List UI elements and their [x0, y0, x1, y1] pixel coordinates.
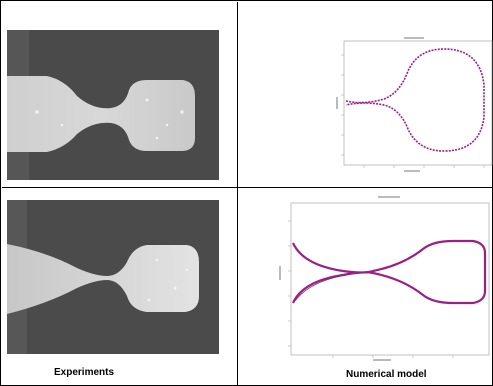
experiment-photo-top [7, 30, 219, 180]
experiment-photo-bottom [7, 200, 219, 354]
experiment-photo-bottom-image [7, 200, 219, 354]
caption-experiments: Experiments [54, 367, 115, 378]
model-plot-top [334, 35, 493, 175]
caption-numerical-model: Numerical model [346, 369, 427, 380]
model-plot-bottom-image [279, 196, 490, 361]
vertical-divider [237, 2, 238, 386]
model-plot-top-image [336, 37, 493, 172]
model-plot-bottom [273, 191, 492, 361]
experiment-photo-top-image [7, 30, 219, 180]
horizontal-divider [2, 187, 492, 188]
